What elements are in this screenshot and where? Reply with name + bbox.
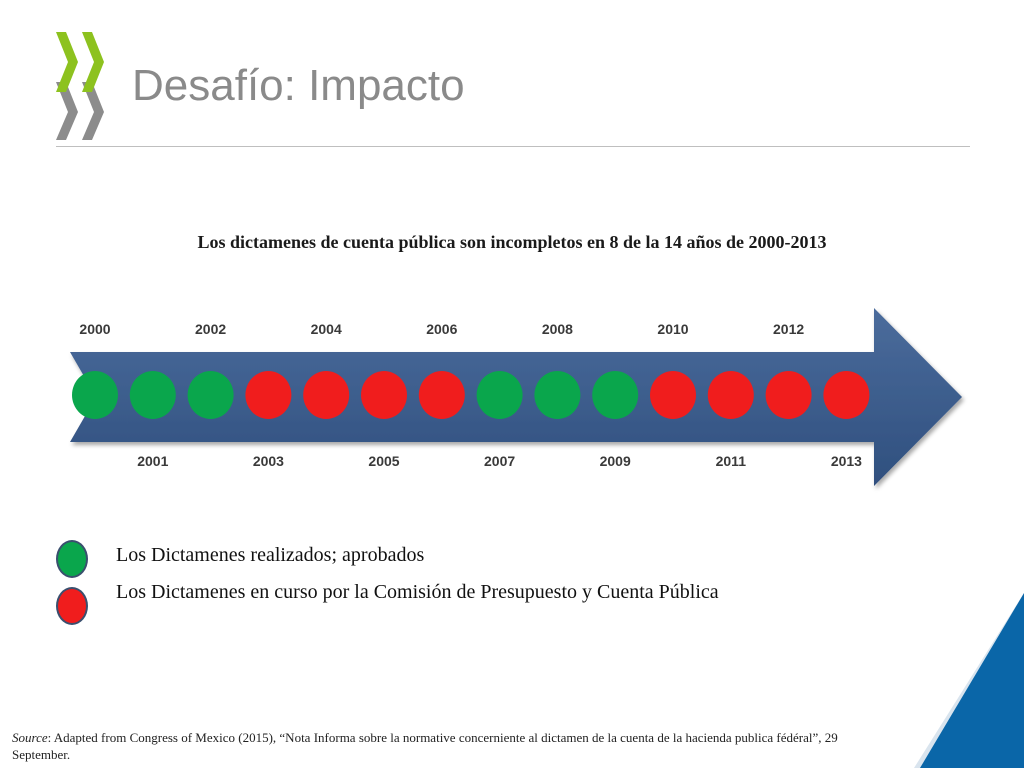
timeline-diagram: 2000 2001 2002 2003 2004 2005 2006 2007 2008 2009… bbox=[70, 308, 962, 486]
logo-chevron-green-right bbox=[82, 32, 104, 92]
year-label-2002: 2002 bbox=[195, 321, 226, 337]
legend-approved-label: Los Dictamenes realizados; aprobados bbox=[116, 544, 425, 566]
year-status-dot-2005 bbox=[361, 371, 407, 419]
source-prefix: Source bbox=[12, 730, 48, 745]
logo-chevron-gray-right bbox=[82, 82, 104, 140]
year-label-2000: 2000 bbox=[79, 321, 110, 337]
year-label-2008: 2008 bbox=[542, 321, 573, 337]
legend-in-progress-dot bbox=[56, 587, 88, 625]
year-label-2012: 2012 bbox=[773, 321, 804, 337]
year-status-dot-2012 bbox=[765, 371, 812, 419]
logo-chevron-gray-left bbox=[56, 82, 78, 140]
logo-chevron-green-left bbox=[56, 32, 78, 92]
title-divider bbox=[56, 146, 970, 147]
year-status-dot-2003 bbox=[245, 371, 292, 419]
timeline-marks: 2000 2001 2002 2003 2004 2005 2006 2007 2008 2009… bbox=[72, 321, 870, 469]
corner-triangle-dark bbox=[920, 593, 1024, 768]
year-label-2013: 2013 bbox=[831, 453, 862, 469]
year-label-2010: 2010 bbox=[657, 321, 688, 337]
slide-title: Desafío: Impacto bbox=[132, 61, 465, 110]
year-label-2009: 2009 bbox=[600, 453, 631, 469]
year-status-dot-2002 bbox=[187, 371, 234, 419]
year-status-dot-2011 bbox=[707, 371, 754, 419]
year-status-dot-2000 bbox=[72, 371, 118, 419]
source-text: : Adapted from Congress of Mexico (2015)… bbox=[12, 730, 838, 762]
legend-approved-dot bbox=[56, 540, 88, 578]
year-label-2006: 2006 bbox=[426, 321, 457, 337]
year-status-dot-2004 bbox=[303, 371, 350, 419]
source-note: Source: Adapted from Congress of Mexico … bbox=[12, 729, 892, 763]
year-status-dot-2010 bbox=[650, 371, 696, 419]
year-status-dot-2008 bbox=[534, 371, 581, 419]
slide-subtitle: Los dictamenes de cuenta pública son inc… bbox=[197, 232, 827, 252]
year-status-dot-2007 bbox=[476, 371, 523, 419]
year-label-2005: 2005 bbox=[368, 453, 399, 469]
year-label-2001: 2001 bbox=[137, 453, 168, 469]
year-label-2007: 2007 bbox=[484, 453, 515, 469]
year-status-dot-2006 bbox=[418, 371, 465, 419]
year-status-dot-2001 bbox=[129, 371, 176, 419]
legend-in-progress-label: Los Dictamenes en curso por la Comisión … bbox=[116, 581, 719, 603]
oecd-chevrons-logo-icon bbox=[56, 32, 104, 140]
corner-triangle-decoration-icon bbox=[914, 593, 1024, 768]
year-label-2011: 2011 bbox=[716, 453, 747, 469]
year-label-2003: 2003 bbox=[253, 453, 284, 469]
year-status-dot-2013 bbox=[823, 371, 870, 419]
year-label-2004: 2004 bbox=[311, 321, 342, 337]
year-status-dot-2009 bbox=[592, 371, 639, 419]
